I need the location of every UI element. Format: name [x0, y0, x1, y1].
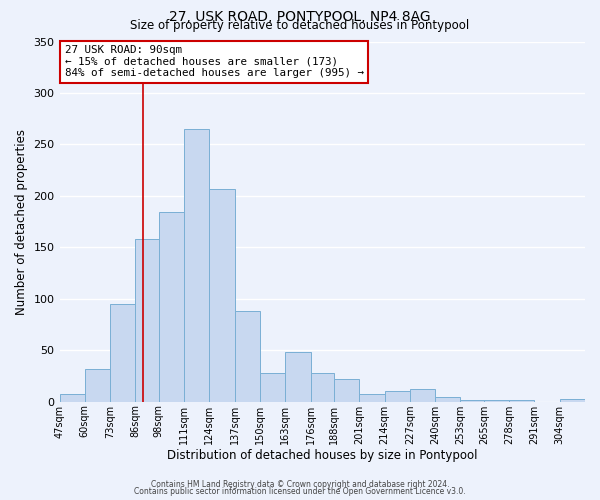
- Bar: [385, 392, 410, 402]
- Bar: [159, 212, 184, 402]
- Bar: [260, 373, 285, 402]
- Y-axis label: Number of detached properties: Number of detached properties: [15, 128, 28, 314]
- Text: 27, USK ROAD, PONTYPOOL, NP4 8AG: 27, USK ROAD, PONTYPOOL, NP4 8AG: [169, 10, 431, 24]
- Bar: [235, 311, 260, 402]
- Text: Contains HM Land Registry data © Crown copyright and database right 2024.: Contains HM Land Registry data © Crown c…: [151, 480, 449, 489]
- Bar: [209, 188, 235, 402]
- Bar: [110, 304, 136, 402]
- X-axis label: Distribution of detached houses by size in Pontypool: Distribution of detached houses by size …: [167, 450, 478, 462]
- Bar: [59, 394, 85, 402]
- Bar: [311, 373, 334, 402]
- Text: Contains public sector information licensed under the Open Government Licence v3: Contains public sector information licen…: [134, 487, 466, 496]
- Bar: [560, 398, 585, 402]
- Bar: [136, 239, 159, 402]
- Bar: [484, 400, 509, 402]
- Text: 27 USK ROAD: 90sqm
← 15% of detached houses are smaller (173)
84% of semi-detach: 27 USK ROAD: 90sqm ← 15% of detached hou…: [65, 45, 364, 78]
- Bar: [359, 394, 385, 402]
- Bar: [184, 129, 209, 402]
- Bar: [334, 379, 359, 402]
- Bar: [435, 396, 460, 402]
- Text: Size of property relative to detached houses in Pontypool: Size of property relative to detached ho…: [130, 18, 470, 32]
- Bar: [285, 352, 311, 402]
- Bar: [85, 368, 110, 402]
- Bar: [509, 400, 535, 402]
- Bar: [460, 400, 484, 402]
- Bar: [410, 390, 435, 402]
